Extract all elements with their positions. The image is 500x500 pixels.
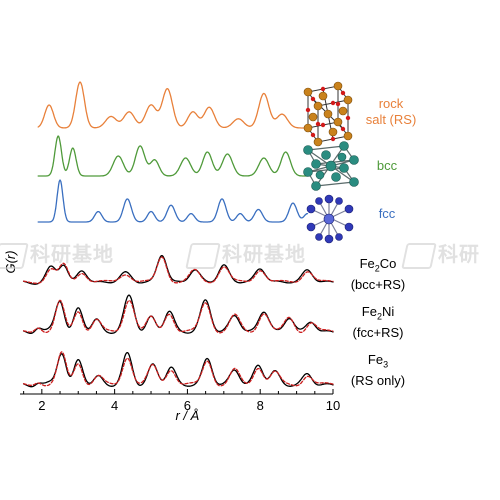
label-fe2ni-sub: 2	[376, 311, 382, 322]
label-fe3-formula: Fe3	[338, 352, 418, 373]
label-fe2co-rest: Co	[379, 256, 397, 271]
label-bcc: bcc	[362, 158, 412, 174]
watermark-3: 科研	[401, 238, 480, 269]
label-fe3-base: Fe	[367, 352, 384, 367]
curves-layer	[22, 81, 334, 388]
label-fe2co: Fe2Co (bcc+RS)	[338, 256, 418, 293]
x-axis-title: r / Å	[175, 408, 199, 423]
data-line-fe2co-bcc-rs-	[22, 254, 334, 285]
x-axis: 2 4 6 8 10 r / Å	[20, 389, 340, 423]
data-line-fe3-rs-only-	[22, 351, 334, 388]
series-line-rock-salt-rs-	[37, 81, 309, 129]
watermark-1-text: 科研基地	[30, 242, 114, 266]
label-fe2ni-line2: (fcc+RS)	[352, 324, 404, 340]
y-axis-title: G(r)	[3, 250, 18, 273]
label-fe2ni-base: Fe	[361, 304, 377, 319]
fit-line-fe3-rs-only-	[22, 351, 334, 387]
label-fe2co-line2: (bcc+RS)	[350, 276, 406, 292]
label-rock-salt: rock salt (RS)	[360, 96, 422, 128]
watermark-2: 科研基地	[185, 238, 306, 269]
x-tick-label: 2	[38, 398, 45, 413]
label-fe2ni-formula: Fe2Ni	[338, 304, 418, 325]
label-fe3-sub: 3	[383, 359, 389, 370]
label-fcc: fcc	[362, 206, 412, 222]
x-tick-label: 6	[184, 398, 191, 413]
watermark-logo-icon	[185, 242, 221, 269]
label-fcc-line1: fcc	[378, 206, 396, 221]
series-line-fcc	[37, 179, 309, 223]
label-fe3: Fe3 (RS only)	[338, 352, 418, 389]
label-fe2ni-rest: Ni	[381, 304, 395, 319]
data-line-fe2ni-fcc-rs-	[22, 294, 334, 335]
x-tick-label: 10	[326, 398, 340, 413]
fit-line-fe2ni-fcc-rs-	[22, 299, 334, 334]
watermark-3-text: 科研	[438, 242, 480, 266]
x-tick-label: 8	[257, 398, 264, 413]
watermark-logo-icon	[401, 242, 437, 269]
label-rock-salt-line2: salt (RS)	[365, 112, 417, 127]
label-fe2co-base: Fe	[359, 256, 375, 271]
fcc-crystal-icon	[306, 194, 354, 244]
label-fe2ni: Fe2Ni (fcc+RS)	[338, 304, 418, 341]
x-tick-label: 4	[111, 398, 118, 413]
fit-line-fe2co-bcc-rs-	[22, 256, 334, 284]
watermark-2-text: 科研基地	[222, 242, 306, 266]
y-axis-title-text: G(r)	[3, 250, 18, 273]
label-fe3-line2: (RS only)	[350, 372, 406, 388]
series-line-bcc	[37, 135, 309, 177]
rock-salt-crystal-icon	[303, 81, 353, 147]
label-fe2co-sub: 2	[374, 263, 380, 274]
bcc-crystal-icon	[303, 141, 359, 191]
label-fe2co-formula: Fe2Co	[338, 256, 418, 277]
label-bcc-line1: bcc	[376, 158, 398, 173]
watermark-1: 科研基地	[0, 238, 114, 269]
label-rock-salt-line1: rock	[378, 96, 404, 111]
watermark-logo-icon	[0, 242, 29, 269]
